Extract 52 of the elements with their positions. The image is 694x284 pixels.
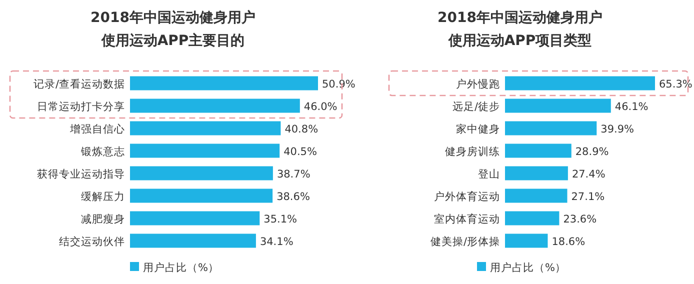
bar [130,188,273,203]
bar [130,211,260,226]
data-label: 40.5% [284,146,317,158]
data-label: 27.4% [572,168,606,180]
bar [505,98,611,113]
y-tick-label: 健美操/形体操 [430,234,500,248]
y-tick-label: 远足/徒步 [452,100,500,113]
chart-title: 2018年中国运动健身用户使用运动APP主要目的 [90,9,256,49]
y-tick-label: 户外体育运动 [434,190,500,203]
data-label: 28.9% [575,146,609,158]
y-tick-label: 获得专业运动指导 [37,167,125,180]
bar [130,234,256,248]
y-tick-label: 缓解压力 [81,190,125,203]
y-tick-label: 户外慢跑 [456,77,500,90]
data-label: 23.6% [563,213,597,226]
chart-title: 2018年中国运动健身用户使用运动APP项目类型 [438,9,602,49]
legend-label: 用户占比（%） [490,261,566,274]
data-label: 39.9% [600,123,634,136]
bar [505,144,572,158]
y-tick-label: 减肥瘦身 [81,212,125,226]
bar [505,234,548,248]
data-label: 35.1% [264,213,298,226]
bar [505,76,655,90]
bar [130,98,300,113]
data-label: 50.9% [322,78,356,90]
bar [130,121,281,136]
y-tick-label: 结交运动伙伴 [59,234,125,248]
y-tick-label: 家中健身 [456,122,500,136]
data-label: 38.6% [276,190,310,203]
data-label: 65.3% [659,78,692,90]
data-label: 34.1% [260,236,294,248]
bar [130,76,318,90]
data-label: 46.0% [304,100,338,113]
y-tick-label: 日常运动打卡分享 [37,100,125,113]
data-label: 18.6% [552,236,586,248]
y-tick-label: 登山 [478,167,500,180]
bar [505,211,560,226]
data-label: 40.8% [284,123,318,136]
bar [130,166,273,180]
data-label: 38.7% [276,168,310,180]
bar [130,144,280,158]
data-label: 46.1% [614,100,648,113]
y-tick-label: 记录/查看运动数据 [33,77,125,90]
y-tick-label: 增强自信心 [69,122,125,136]
data-label: 27.1% [571,190,605,203]
bar [505,188,568,203]
bar [505,121,597,136]
y-tick-label: 健身房训练 [445,144,500,158]
legend-label: 用户占比（%） [143,261,219,274]
y-tick-label: 锻炼意志 [80,144,125,158]
y-tick-label: 室内体育运动 [434,212,500,226]
bar [505,166,568,180]
